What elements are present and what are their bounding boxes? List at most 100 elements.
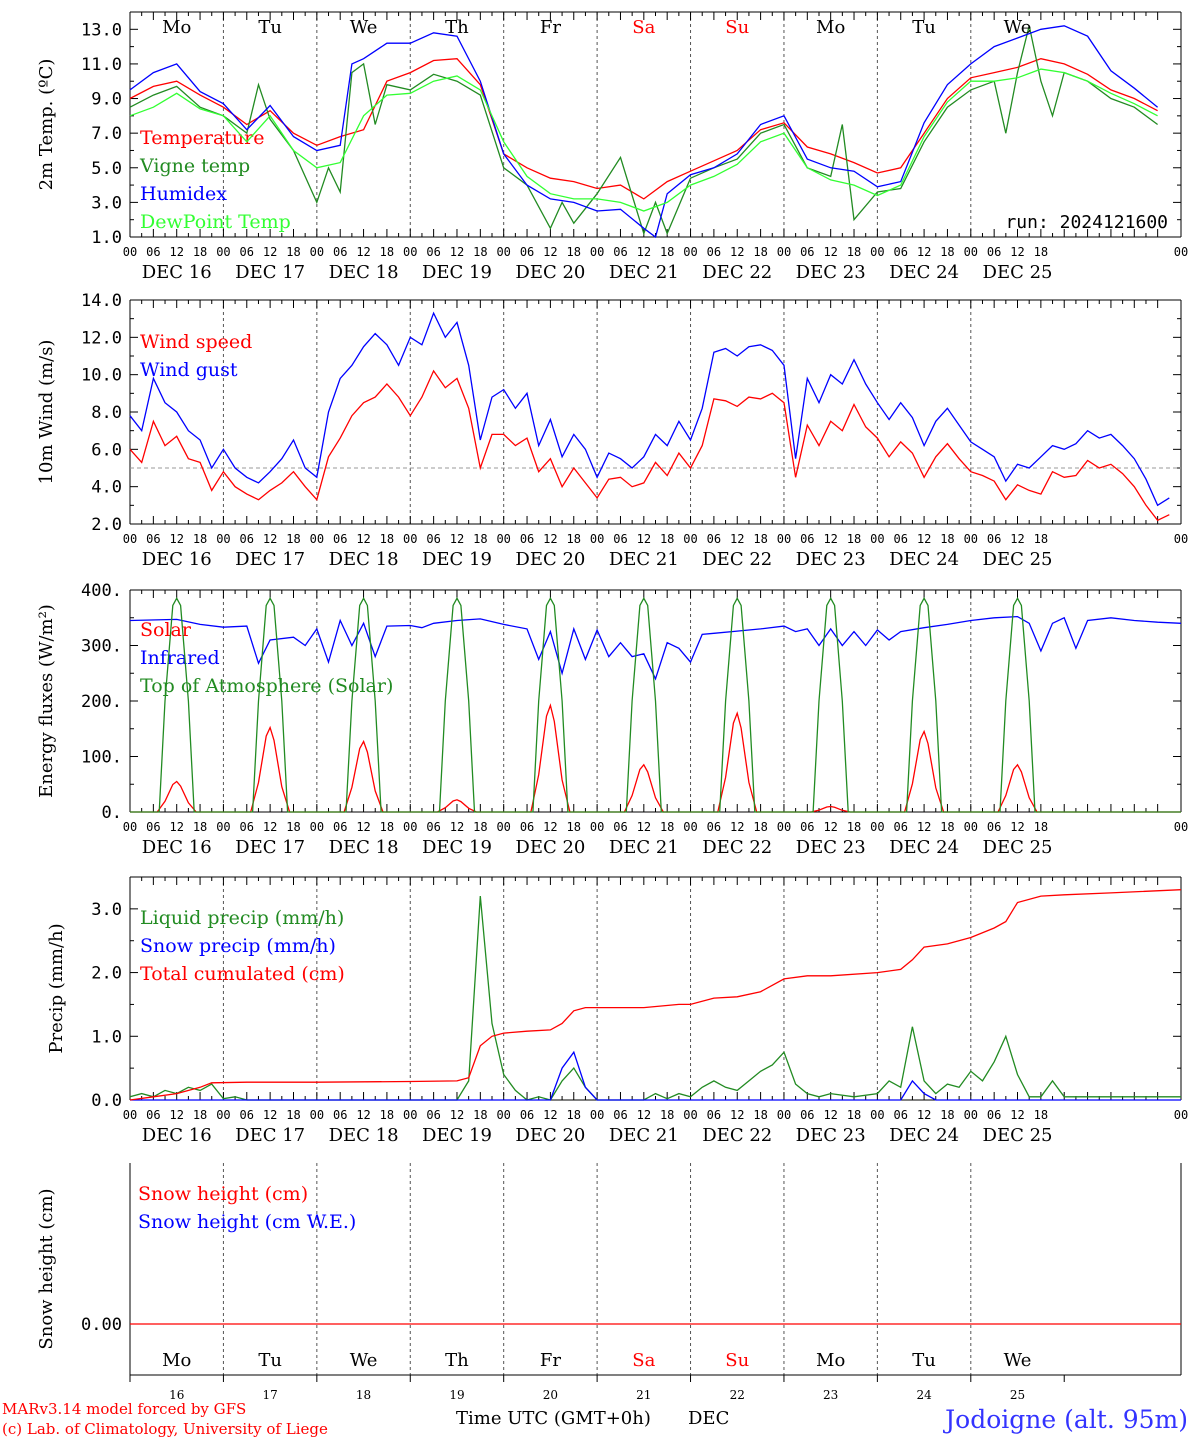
hour-tick-label: 00 xyxy=(403,245,417,259)
y-tick-label: 13.0 xyxy=(81,20,122,40)
hour-tick-label: 18 xyxy=(940,1108,954,1122)
day-of-week-label: We xyxy=(1004,1350,1032,1371)
hour-tick-label: 12 xyxy=(1010,820,1024,834)
credit-line-2: (c) Lab. of Climatology, University of L… xyxy=(2,1420,328,1438)
day-number-label: 25 xyxy=(1010,1388,1025,1402)
day-of-week-label: Tu xyxy=(258,1350,282,1371)
day-of-week-label: We xyxy=(350,17,378,38)
hour-tick-label: 00 xyxy=(590,245,604,259)
series-line-wind-gust xyxy=(129,311,1170,507)
hour-tick-label: 12 xyxy=(263,1108,277,1122)
day-of-week-label: We xyxy=(1004,17,1032,38)
date-label: DEC 17 xyxy=(235,1125,305,1146)
hour-tick-label: 12 xyxy=(637,1108,651,1122)
hour-tick-label: 06 xyxy=(146,245,160,259)
hour-tick-label: 06 xyxy=(613,532,627,546)
x-axis-month: DEC xyxy=(688,1408,729,1429)
hour-tick-label: 12 xyxy=(823,532,837,546)
legend-entry: Infrared xyxy=(140,647,220,669)
hour-tick-label: 18 xyxy=(1034,245,1048,259)
hour-tick-label: 00 xyxy=(123,532,137,546)
hour-tick-label: 06 xyxy=(987,820,1001,834)
hour-tick-label: 06 xyxy=(894,532,908,546)
day-of-week-label: Mo xyxy=(162,1350,191,1371)
hour-tick-label: 18 xyxy=(567,1108,581,1122)
panel-temp: 00 06 12 18 DEC 16 00 06 12 18 DEC 17 00 06 12 18 DEC … xyxy=(36,11,1188,283)
legend-entry: Vigne temp xyxy=(139,155,250,177)
hour-tick-label: 12 xyxy=(543,532,557,546)
hour-tick-label: 12 xyxy=(1010,1108,1024,1122)
hour-tick-label: 06 xyxy=(707,532,721,546)
day-of-week-label: Fr xyxy=(540,1350,561,1371)
hour-tick-label: 06 xyxy=(613,245,627,259)
day-number-label: 23 xyxy=(823,1388,838,1402)
hour-tick-label: 18 xyxy=(286,532,300,546)
date-label: DEC 17 xyxy=(235,837,305,858)
legend-entry: Total cumulated (cm) xyxy=(140,963,345,985)
y-tick-label: 2.0 xyxy=(91,515,122,535)
hour-tick-label: 12 xyxy=(450,532,464,546)
hour-tick-label: 12 xyxy=(356,1108,370,1122)
hour-tick-label: 18 xyxy=(660,1108,674,1122)
y-tick-label: 2.0 xyxy=(91,964,122,984)
series-line-top-of-atmosphere-solar xyxy=(130,596,1181,813)
day-number-label: 20 xyxy=(543,1388,558,1402)
y-axis-label: Energy fluxes (W/m²) xyxy=(36,604,57,798)
hour-tick-label: 06 xyxy=(800,1108,814,1122)
day-of-week-label: Su xyxy=(725,1350,749,1371)
legend-entry: Solar xyxy=(140,619,192,641)
hour-tick-label: 06 xyxy=(800,245,814,259)
y-tick-label: 14.0 xyxy=(81,291,122,311)
hour-tick-label: 00 xyxy=(310,245,324,259)
hour-tick-label: 06 xyxy=(800,532,814,546)
hour-tick-label: 12 xyxy=(917,245,931,259)
hour-tick-label: 06 xyxy=(426,820,440,834)
hour-tick-label: 06 xyxy=(613,820,627,834)
day-of-week-label: Sa xyxy=(632,17,655,38)
date-label: DEC 16 xyxy=(142,262,212,283)
hour-tick-label: 18 xyxy=(380,245,394,259)
hour-tick-label: 12 xyxy=(356,820,370,834)
date-label: DEC 20 xyxy=(515,1125,585,1146)
hour-tick-label: 06 xyxy=(520,1108,534,1122)
hour-tick-label: 00 xyxy=(216,532,230,546)
hour-tick-label: 00 xyxy=(590,1108,604,1122)
hour-tick-label: 06 xyxy=(707,820,721,834)
date-label: DEC 16 xyxy=(142,1125,212,1146)
hour-tick-label: 12 xyxy=(263,820,277,834)
date-label: DEC 22 xyxy=(702,549,772,570)
hour-tick-label: 12 xyxy=(169,245,183,259)
day-of-week-label: Sa xyxy=(632,1350,655,1371)
date-label: DEC 24 xyxy=(889,837,959,858)
y-axis-label: 2m Temp. (ºC) xyxy=(36,59,57,191)
hour-tick-label: 00 xyxy=(123,245,137,259)
hour-tick-label: 06 xyxy=(240,245,254,259)
date-label: DEC 17 xyxy=(235,262,305,283)
hour-tick-label: 18 xyxy=(753,532,767,546)
hour-tick-label: 00 xyxy=(1174,532,1188,546)
hour-tick-label: 18 xyxy=(473,532,487,546)
hour-tick-label: 06 xyxy=(987,1108,1001,1122)
hour-tick-label: 06 xyxy=(894,820,908,834)
series-line-vigne-temp xyxy=(129,25,1158,236)
y-tick-label: 300. xyxy=(81,637,122,657)
hour-tick-label: 06 xyxy=(894,1108,908,1122)
y-tick-label: 7.0 xyxy=(91,124,122,144)
day-of-week-label: Tu xyxy=(912,17,936,38)
station-label: Jodoigne (alt. 95m) xyxy=(942,1405,1188,1434)
hour-tick-label: 06 xyxy=(146,820,160,834)
y-tick-label: 100. xyxy=(81,748,122,768)
hour-tick-label: 06 xyxy=(707,1108,721,1122)
series-line-infrared xyxy=(129,615,1182,681)
hour-tick-label: 00 xyxy=(216,1108,230,1122)
hour-tick-label: 12 xyxy=(263,245,277,259)
hour-tick-label: 18 xyxy=(660,820,674,834)
hour-tick-label: 00 xyxy=(496,532,510,546)
hour-tick-label: 18 xyxy=(567,532,581,546)
hour-tick-label: 12 xyxy=(637,820,651,834)
hour-tick-label: 00 xyxy=(777,245,791,259)
day-number-label: 24 xyxy=(916,1388,932,1402)
panel-wind: 00 06 12 18 DEC 16 00 06 12 18 DEC 17 00 06 12 18 DEC … xyxy=(36,291,1188,570)
hour-tick-label: 06 xyxy=(707,245,721,259)
